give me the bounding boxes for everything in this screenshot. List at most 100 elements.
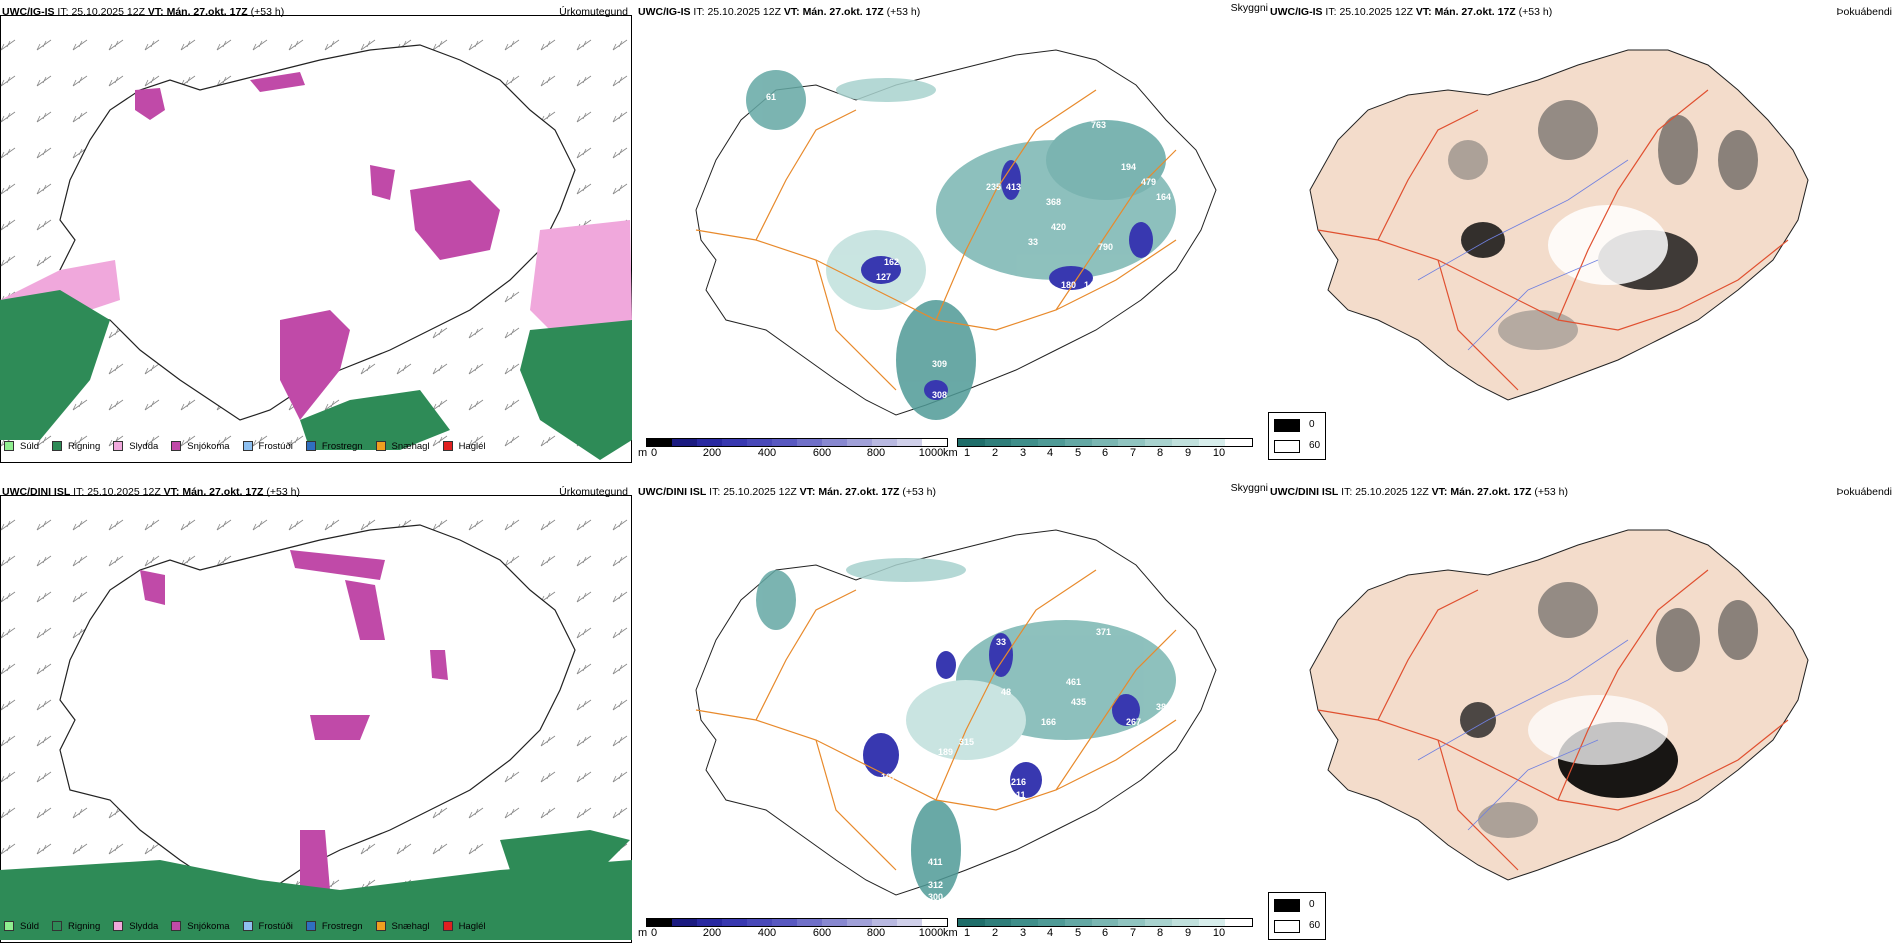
wind-barb: [504, 363, 520, 375]
svg-text:315: 315: [959, 737, 974, 747]
wind-barb: [360, 363, 376, 375]
wind-barb: [36, 183, 52, 195]
wind-barb: [180, 519, 196, 531]
wind-barb: [72, 111, 88, 123]
visibility-colorbar: km 1 2 3 4 5 6 7 8 9 10: [943, 438, 1253, 460]
fog-panel-bottom: UWC/DINI ISL IT: 25.10.2025 12Z VT: Mán.…: [1268, 480, 1900, 950]
panel-title: Úrkomutegund: [559, 486, 628, 498]
svg-text:235: 235: [986, 182, 1001, 192]
wind-barb: [576, 183, 592, 195]
wind-barb: [144, 435, 160, 447]
wind-barb: [216, 39, 232, 51]
fog-key-label-0: 0: [1309, 899, 1315, 910]
cloudbase-cells: [863, 633, 1140, 798]
wind-barb: [180, 435, 196, 447]
wind-barb: [252, 519, 268, 531]
wind-barb: [144, 519, 160, 531]
wind-barb: [0, 735, 16, 747]
legend-swatch: [113, 921, 124, 931]
svg-text:461: 461: [1066, 677, 1081, 687]
wind-barb: [0, 663, 16, 675]
wind-barb: [324, 39, 340, 51]
legend-swatch: [305, 441, 316, 451]
wind-barb: [72, 555, 88, 567]
fog-map: [1309, 529, 1809, 881]
fog-key-top: 0 60: [1268, 412, 1326, 460]
wind-barb: [612, 147, 628, 159]
fog-rivers: [1417, 639, 1629, 831]
wind-barb: [468, 843, 484, 855]
wind-barb: [0, 75, 16, 87]
wind-barb: [432, 39, 448, 51]
wind-barb: [576, 111, 592, 123]
wind-barb: [324, 519, 340, 531]
wind-barb: [576, 519, 592, 531]
wind-barb: [612, 807, 628, 819]
panel-title: Þokuábendi: [1836, 6, 1892, 18]
wind-barb: [108, 363, 124, 375]
wind-barb: [108, 75, 124, 87]
wind-barb: [36, 663, 52, 675]
svg-text:11: 11: [1016, 790, 1026, 800]
svg-text:300: 300: [928, 892, 943, 902]
cloudbase-gradient: [646, 438, 948, 447]
wind-barb: [468, 435, 484, 447]
wind-barb: [72, 519, 88, 531]
wind-barb: [576, 735, 592, 747]
wind-barb: [108, 519, 124, 531]
wind-barb: [540, 807, 556, 819]
svg-text:763: 763: [1091, 120, 1106, 130]
legend-swatch: [171, 441, 182, 451]
wind-barb: [432, 327, 448, 339]
svg-text:267: 267: [1126, 717, 1141, 727]
svg-text:308: 308: [932, 390, 947, 400]
legend-item: Rigning: [52, 921, 100, 932]
legend-item: Frostregn: [305, 441, 363, 452]
wind-barb: [576, 627, 592, 639]
svg-text:141: 141: [1084, 280, 1099, 290]
visibility-fields: [746, 70, 1176, 420]
panel-title: Úrkomutegund: [559, 6, 628, 18]
svg-text:790: 790: [1098, 242, 1113, 252]
panel-header: UWC/IG-IS IT: 25.10.2025 12Z VT: Mán. 27…: [638, 6, 921, 18]
wind-barb: [72, 843, 88, 855]
wind-barb: [468, 363, 484, 375]
visibility-panel-top: UWC/IG-IS IT: 25.10.2025 12Z VT: Mán. 27…: [636, 0, 1268, 470]
wind-barb: [432, 363, 448, 375]
legend-item: Slydda: [113, 441, 158, 452]
cloudbase-unit: m: [638, 447, 648, 459]
visibility-unit: km: [943, 927, 958, 939]
svg-text:411: 411: [928, 857, 943, 867]
wind-barb: [36, 771, 52, 783]
wind-barb: [0, 147, 16, 159]
wind-barb: [504, 39, 520, 51]
legend-item: Súld: [4, 441, 39, 452]
wind-barb: [540, 75, 556, 87]
svg-text:127: 127: [876, 272, 891, 282]
cloudbase-unit: m: [638, 927, 648, 939]
legend-item: Frostúði: [242, 921, 293, 932]
wind-barb: [144, 843, 160, 855]
wind-barb: [36, 627, 52, 639]
fog-key-swatch-0: [1274, 419, 1300, 432]
wind-barb: [504, 291, 520, 303]
wind-barb: [252, 435, 268, 447]
fog-key-label-0: 0: [1309, 419, 1315, 430]
wind-barb: [36, 735, 52, 747]
wind-barb: [36, 39, 52, 51]
svg-text:435: 435: [1071, 697, 1086, 707]
wind-barb: [144, 399, 160, 411]
visibility-unit: km: [943, 447, 958, 459]
precip-type-panel-bottom: UWC/DINI ISL IT: 25.10.2025 12Z VT: Mán.…: [0, 480, 636, 950]
wind-barb: [0, 843, 16, 855]
wind-barb: [0, 519, 16, 531]
legend-swatch: [442, 441, 453, 451]
wind-barb: [0, 39, 16, 51]
wind-barb: [0, 255, 16, 267]
wind-barb: [108, 843, 124, 855]
wind-barb: [468, 399, 484, 411]
panel-header: UWC/DINI ISL IT: 25.10.2025 12Z VT: Mán.…: [638, 486, 936, 498]
wind-barb: [504, 519, 520, 531]
wind-barb: [432, 807, 448, 819]
wind-barb: [612, 627, 628, 639]
